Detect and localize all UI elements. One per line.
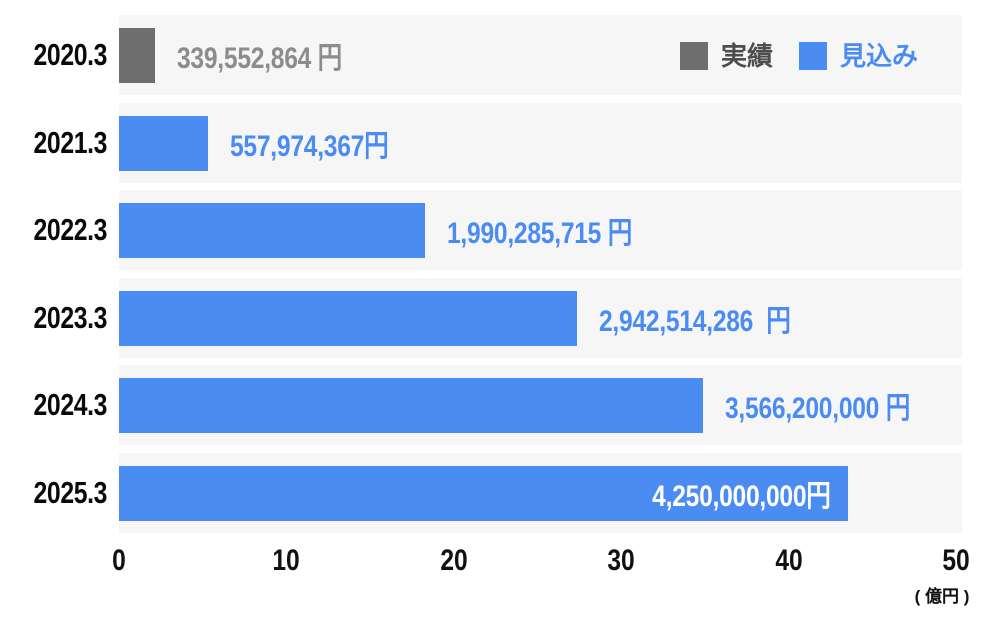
x-tick-label: 30 bbox=[607, 544, 635, 577]
value-label: 1,990,285,715 円 bbox=[447, 217, 633, 250]
value-bar bbox=[119, 465, 849, 521]
year-label: 2024.3 bbox=[33, 387, 108, 422]
chart-row: 2021.3 557,974,367円 bbox=[0, 103, 1000, 183]
legend-label-forecast: 見込み bbox=[839, 41, 918, 71]
row-band: 1,990,285,715 円 bbox=[119, 190, 962, 270]
value-label: 3,566,200,000 円 bbox=[725, 392, 911, 425]
row-band: 339,552,864 円 実績 見込み bbox=[119, 15, 962, 95]
axis-unit-label: ( 億円 ) bbox=[914, 587, 970, 606]
year-label: 2022.3 bbox=[33, 212, 108, 247]
chart-row: 2023.3 2,942,514,286 円 bbox=[0, 278, 1000, 358]
row-band: 557,974,367円 bbox=[119, 103, 962, 183]
year-label: 2023.3 bbox=[33, 300, 108, 335]
legend-swatch-actual bbox=[679, 42, 708, 70]
chart-row: 2025.3 4,250,000,000円 bbox=[0, 453, 1000, 533]
value-bar bbox=[119, 202, 425, 258]
value-label: 339,552,864 円 bbox=[177, 42, 343, 75]
legend-label-actual: 実績 bbox=[720, 41, 773, 71]
value-label: 4,250,000,000円 bbox=[651, 480, 831, 513]
chart-row: 2024.3 3,566,200,000 円 bbox=[0, 365, 1000, 445]
value-label: 557,974,367円 bbox=[230, 130, 389, 163]
value-bar bbox=[119, 290, 577, 346]
year-label: 2021.3 bbox=[33, 125, 108, 160]
legend-item-forecast: 見込み bbox=[798, 41, 918, 71]
x-tick-label: 20 bbox=[440, 544, 468, 577]
value-bar bbox=[119, 27, 156, 83]
row-band: 2,942,514,286 円 bbox=[119, 278, 962, 358]
legend: 実績 見込み bbox=[679, 41, 918, 71]
legend-swatch-forecast bbox=[798, 42, 827, 70]
value-bar bbox=[119, 115, 209, 171]
chart-row: 2020.3 339,552,864 円 実績 見込み bbox=[0, 15, 1000, 95]
chart-row: 2022.3 1,990,285,715 円 bbox=[0, 190, 1000, 270]
x-tick-label: 50 bbox=[942, 544, 970, 577]
row-band: 4,250,000,000円 bbox=[119, 453, 962, 533]
legend-item-actual: 実績 bbox=[679, 41, 773, 71]
year-label: 2020.3 bbox=[33, 37, 108, 72]
value-bar bbox=[119, 377, 704, 433]
year-label: 2025.3 bbox=[33, 475, 108, 510]
x-axis: 0 10 20 30 40 50 ( 億円 ) bbox=[112, 538, 970, 613]
row-band: 3,566,200,000 円 bbox=[119, 365, 962, 445]
x-tick-label: 40 bbox=[774, 544, 803, 577]
value-label: 2,942,514,286 円 bbox=[598, 305, 791, 338]
x-tick-label: 10 bbox=[272, 544, 301, 577]
x-tick-label: 0 bbox=[112, 544, 126, 577]
